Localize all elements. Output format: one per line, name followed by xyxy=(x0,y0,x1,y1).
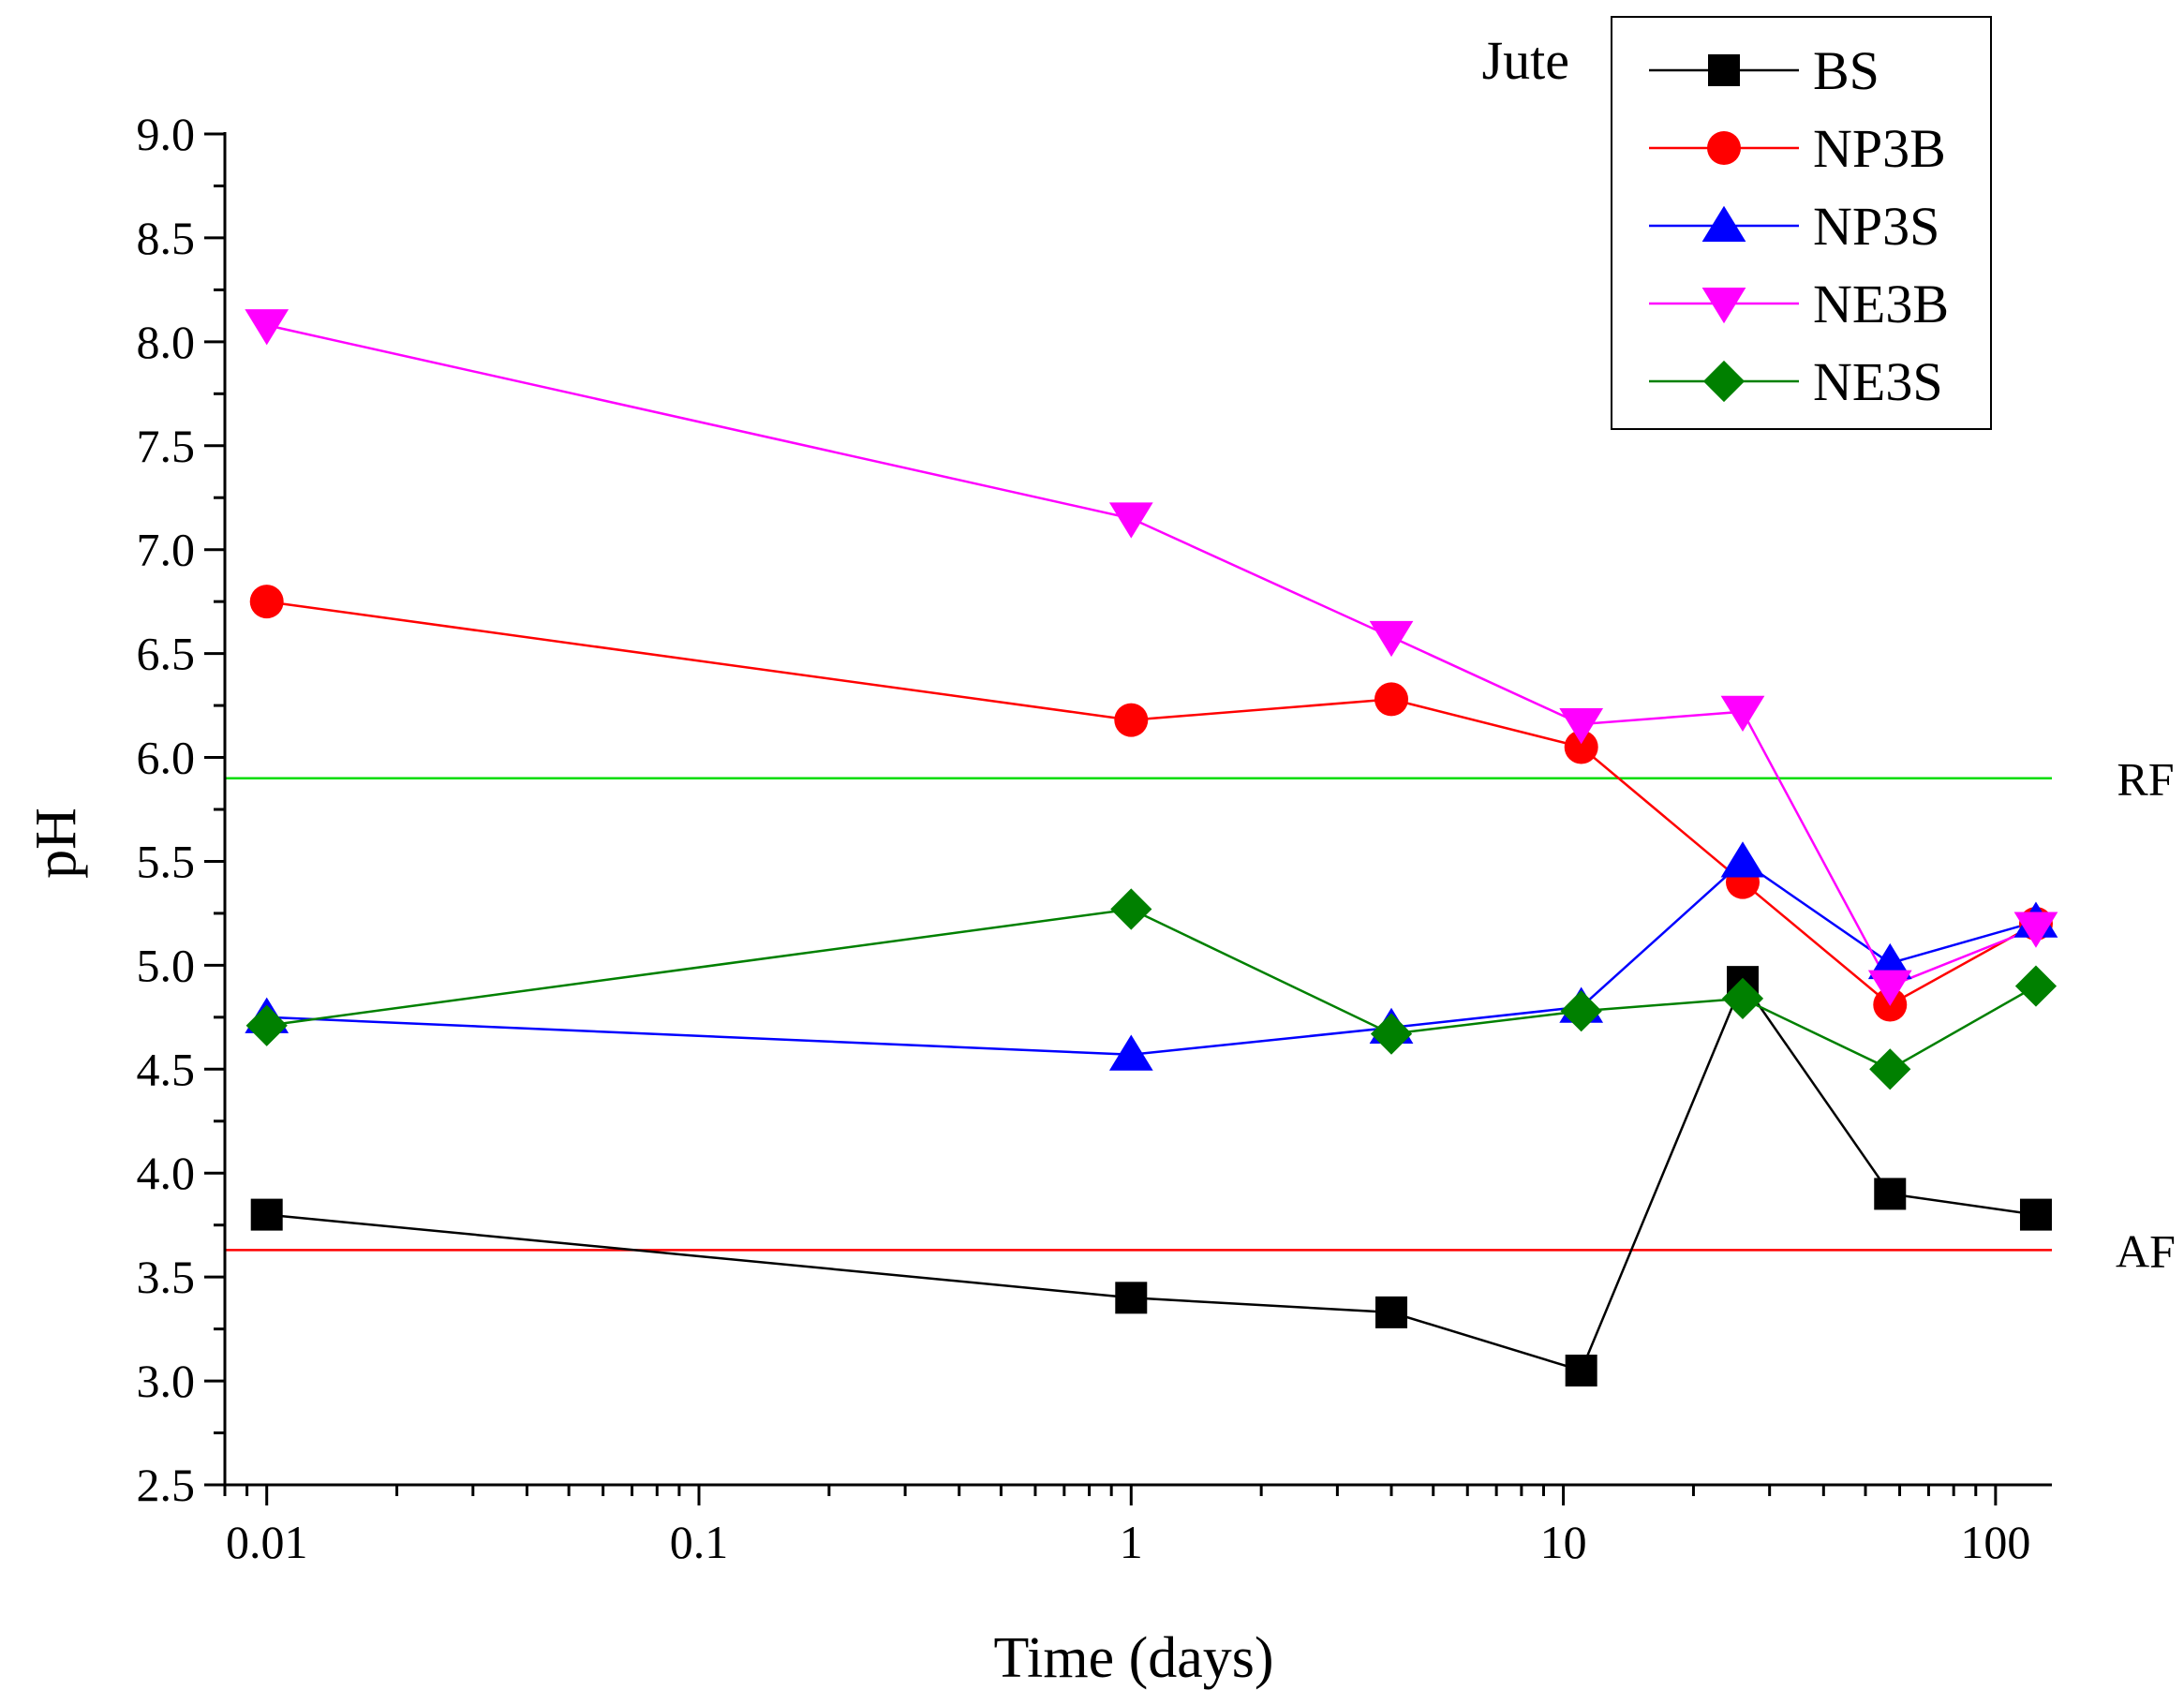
y-tick-label: 6.0 xyxy=(137,732,196,784)
legend-label-ne3b: NE3B xyxy=(1813,274,1949,334)
y-tick-label: 7.5 xyxy=(137,420,196,472)
legend-marker-np3s xyxy=(1701,205,1746,242)
data-point-bs-5 xyxy=(1874,1178,1907,1210)
x-tick-label: 1 xyxy=(1120,1516,1143,1568)
reference-label-af: AF xyxy=(2116,1224,2176,1277)
reference-label-rf: RF xyxy=(2117,753,2174,806)
legend-marker-ne3b xyxy=(1701,288,1746,324)
legend-box xyxy=(1611,16,1992,430)
series-markers xyxy=(245,309,2058,1386)
y-tick-label: 3.0 xyxy=(137,1355,196,1407)
x-tick-label: 0.1 xyxy=(670,1516,729,1568)
data-point-np3b-3 xyxy=(1564,730,1598,764)
data-point-bs-0 xyxy=(250,1198,283,1231)
data-point-ne3b-3 xyxy=(1559,708,1604,745)
data-point-ne3b-5 xyxy=(1867,970,1912,1006)
series-line-np3b xyxy=(266,600,2037,1007)
data-point-ne3b-1 xyxy=(1108,502,1153,539)
data-point-bs-3 xyxy=(1565,1354,1597,1386)
data-point-np3s-1 xyxy=(1108,1034,1153,1071)
data-point-np3b-0 xyxy=(249,585,284,619)
reference-labels: RF AF xyxy=(2116,753,2176,1278)
x-tick-label: 10 xyxy=(1540,1516,1587,1568)
data-point-bs-6 xyxy=(2019,1198,2052,1231)
y-tick-label: 5.5 xyxy=(137,835,196,887)
data-point-ne3b-4 xyxy=(1720,695,1765,732)
y-tick-label: 8.5 xyxy=(137,212,196,264)
series-lines xyxy=(266,323,2037,1372)
series-line-np3s xyxy=(266,859,2037,1057)
legend-marker-np3b xyxy=(1707,131,1741,165)
legend-items: BS NP3B NP3S NE3B NE3S xyxy=(1649,40,1949,412)
y-tick-label: 6.5 xyxy=(137,628,196,680)
axes: 2.5 3.0 3.5 4.0 4.5 5.0 5.5 6.0 6.5 7.0 7.5 8.0 8.5 9… xyxy=(137,108,2052,1568)
y-tick-label: 5.0 xyxy=(137,939,196,991)
reference-lines xyxy=(225,777,2052,1252)
y-tick-label: 9.0 xyxy=(137,108,196,160)
legend-label-np3b: NP3B xyxy=(1813,118,1946,179)
x-tick-label: 0.01 xyxy=(226,1516,308,1568)
data-point-ne3b-6 xyxy=(2013,912,2058,948)
data-point-ne3s-1 xyxy=(1110,888,1152,930)
data-point-np3b-2 xyxy=(1374,682,1409,717)
y-tick-label: 8.0 xyxy=(137,316,196,368)
data-point-ne3s-5 xyxy=(1869,1048,1911,1090)
legend-label-bs: BS xyxy=(1813,40,1879,101)
data-point-ne3s-4 xyxy=(1721,977,1764,1019)
data-point-np3s-4 xyxy=(1720,841,1765,878)
legend-label-np3s: NP3S xyxy=(1813,196,1939,257)
data-point-np3b-1 xyxy=(1114,703,1149,737)
legend-marker-ne3s xyxy=(1702,360,1746,403)
data-point-ne3s-3 xyxy=(1560,990,1602,1032)
x-tick-label: 100 xyxy=(1960,1516,2030,1568)
y-tick-label: 7.0 xyxy=(137,524,196,576)
data-point-ne3s-6 xyxy=(2014,965,2058,1007)
y-tick-label: 4.0 xyxy=(137,1147,196,1199)
legend-title: Jute xyxy=(1482,30,1569,91)
series-line-ne3s xyxy=(266,908,2037,1071)
data-point-ne3s-2 xyxy=(1370,1013,1413,1055)
y-tick-label: 2.5 xyxy=(137,1459,196,1511)
legend: Jute BS NP3B NP3S NE3B NE3S xyxy=(1482,16,1992,430)
legend-marker-bs xyxy=(1708,54,1740,86)
data-point-ne3b-2 xyxy=(1369,620,1414,658)
y-axis-title: pH xyxy=(24,808,88,879)
x-axis-title: Time (days) xyxy=(993,1626,1273,1690)
data-point-ne3b-0 xyxy=(245,309,290,346)
data-point-bs-1 xyxy=(1115,1282,1148,1314)
legend-label-ne3s: NE3S xyxy=(1813,351,1943,412)
y-tick-label: 3.5 xyxy=(137,1251,196,1303)
series-line-bs xyxy=(266,979,2037,1372)
data-point-ne3s-0 xyxy=(245,1004,288,1046)
data-point-bs-2 xyxy=(1375,1296,1408,1328)
y-tick-label: 4.5 xyxy=(137,1043,196,1095)
